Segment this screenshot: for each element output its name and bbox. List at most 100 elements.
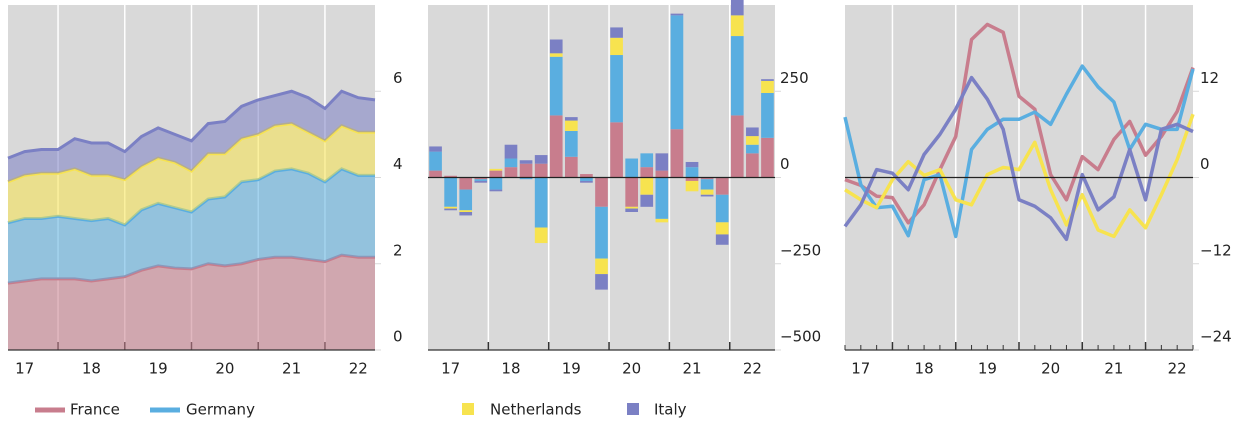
bar	[640, 153, 654, 168]
x-tick-label: 19	[978, 360, 997, 378]
bar	[519, 177, 533, 180]
y-tick-label: 4	[393, 155, 403, 173]
bar	[685, 177, 699, 181]
bar	[519, 163, 533, 178]
area	[8, 123, 375, 225]
x-tick-label: 20	[215, 360, 234, 378]
line	[843, 75, 1194, 242]
bar	[670, 15, 684, 130]
line	[844, 113, 1195, 239]
bar	[580, 177, 593, 181]
x-tick-label: 21	[682, 360, 701, 378]
bar	[715, 194, 729, 223]
bar	[700, 194, 714, 197]
x-tick-label: 22	[1168, 360, 1187, 378]
x-tick-label: 18	[82, 360, 101, 378]
area-edge	[7, 89, 376, 160]
x-tick-label: 17	[15, 360, 34, 378]
bar	[685, 167, 699, 178]
y-tick-label: −500	[780, 328, 821, 346]
y-tick-label: −250	[780, 241, 821, 259]
bar	[564, 130, 578, 157]
bar	[595, 206, 608, 259]
bar	[610, 27, 623, 38]
bar	[670, 13, 684, 16]
bar	[564, 156, 578, 178]
bar	[685, 180, 699, 192]
bar	[504, 167, 518, 178]
legend-swatch	[462, 403, 474, 415]
bar	[564, 120, 578, 131]
bar	[549, 53, 563, 57]
bar	[444, 175, 457, 178]
bar	[730, 115, 744, 178]
bar	[715, 177, 729, 195]
bar	[459, 189, 473, 211]
x-tick-label: 20	[1041, 360, 1060, 378]
area	[8, 255, 375, 350]
bar	[655, 218, 669, 223]
bar	[700, 177, 714, 180]
bar	[489, 177, 503, 190]
bar	[504, 158, 518, 168]
bar	[670, 129, 684, 178]
bar	[595, 177, 608, 207]
bar	[534, 227, 548, 244]
bar	[429, 170, 442, 178]
bar	[489, 170, 503, 178]
legend: France Germany Netherlands Italy	[35, 401, 687, 419]
x-tick-label: 19	[149, 360, 168, 378]
bar	[625, 158, 639, 178]
bar	[474, 179, 488, 181]
bar	[580, 180, 593, 183]
bar	[564, 117, 578, 121]
x-tick-label: 21	[1104, 360, 1123, 378]
bar	[534, 177, 548, 228]
bar	[640, 194, 654, 207]
legend-label: Italy	[654, 401, 687, 419]
bar	[655, 177, 669, 219]
bar	[730, 0, 744, 16]
line	[843, 64, 1195, 239]
legend-label: Netherlands	[490, 401, 582, 419]
bar	[761, 79, 774, 81]
line	[844, 22, 1195, 225]
x-tick-label: 21	[282, 360, 301, 378]
bar	[761, 92, 774, 138]
bar	[534, 155, 548, 164]
x-tick-label: 18	[501, 360, 520, 378]
bar	[640, 167, 654, 178]
bar	[700, 189, 714, 195]
bar	[730, 36, 744, 116]
bar	[761, 137, 774, 178]
bar	[746, 136, 759, 145]
bar	[715, 234, 729, 245]
bar	[610, 55, 623, 123]
bar	[429, 151, 442, 171]
bar	[640, 177, 654, 195]
legend-swatch	[627, 403, 639, 415]
y-tick-label: 0	[780, 155, 790, 173]
bar	[429, 146, 442, 152]
bar	[700, 179, 714, 190]
x-tick-label: 22	[349, 360, 368, 378]
bar	[444, 206, 457, 209]
bar	[459, 177, 473, 190]
legend-label: France	[70, 401, 120, 419]
bar	[489, 189, 503, 192]
bar	[730, 15, 744, 37]
bar	[761, 80, 774, 93]
bar	[595, 258, 608, 275]
bar	[444, 208, 457, 211]
x-tick-label: 22	[743, 360, 762, 378]
x-tick-label: 20	[622, 360, 641, 378]
bar	[519, 160, 533, 164]
bar	[549, 56, 563, 116]
y-tick-label: 0	[393, 328, 403, 346]
bar	[474, 177, 488, 180]
bar	[474, 180, 488, 183]
y-tick-label: −24	[1200, 328, 1232, 346]
area	[8, 168, 375, 284]
bar	[625, 206, 639, 209]
